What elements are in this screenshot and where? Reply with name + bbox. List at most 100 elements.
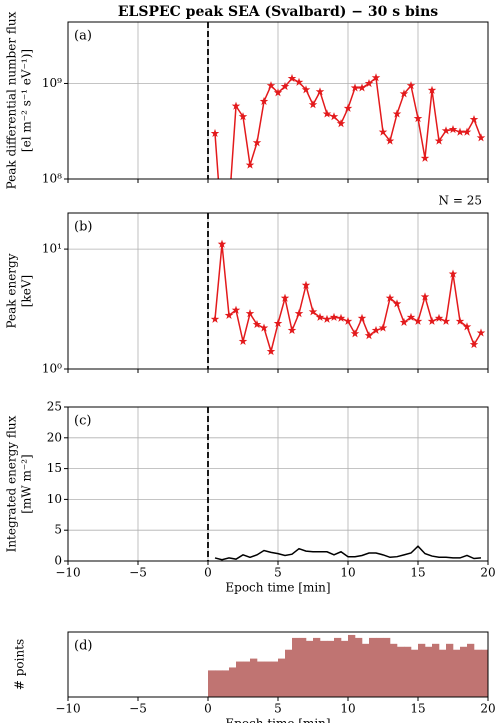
marker [455,127,465,136]
x-tick-label: −10 [55,702,80,716]
marker [378,323,388,332]
marker [329,112,339,121]
marker [224,310,234,320]
marker [210,314,220,323]
line [214,545,482,561]
panel-label: (c) [74,414,91,429]
y-tick-label: 10 [47,492,62,506]
bar [257,661,265,697]
marker [462,127,472,136]
y-tick-label: 5 [54,523,62,537]
marker [245,160,255,169]
bar [376,637,384,697]
bar [222,670,230,697]
bar [481,649,488,697]
marker [231,101,241,110]
y-axis-label: [keV] [20,275,34,307]
x-tick-label: −10 [55,566,80,580]
bar [390,643,398,697]
marker [273,318,283,328]
marker [364,331,374,340]
y-tick-label: 0 [54,554,62,568]
x-tick-label: 10 [340,702,355,716]
x-tick-label: 10 [340,566,355,580]
x-tick-label: 15 [410,566,425,580]
marker [420,153,430,162]
marker [252,320,262,329]
bar [411,649,419,697]
marker [336,313,346,322]
y-tick-label: 25 [47,400,62,414]
marker [434,136,444,145]
marker [266,346,276,356]
x-tick-label: 20 [480,702,495,716]
bar [432,643,440,697]
plot-area [208,634,488,697]
y-tick-label: 10⁰ [42,362,62,376]
y-tick-label: 10¹ [42,242,62,256]
x-tick-label: −5 [129,566,147,580]
marker [371,325,381,334]
marker [280,81,290,91]
x-tick-label: 5 [274,702,282,716]
x-tick-label: 5 [274,566,282,580]
marker [294,309,304,318]
marker [231,305,241,314]
bar [327,640,335,697]
y-tick-label: 10⁹ [42,76,62,90]
bar [285,649,293,697]
marker [476,133,486,142]
marker [343,316,353,325]
marker [252,138,262,147]
y-axis-label: Peak differential number flux [5,11,19,189]
marker [434,313,444,322]
bar [446,643,454,697]
y-axis-label: [mW m⁻²] [20,454,34,513]
bar [474,649,482,697]
marker [308,307,318,316]
y-axis-label: [el m⁻² s⁻¹ eV⁻¹)] [20,49,34,152]
bar [229,667,237,697]
figure-title: ELSPEC peak SEA (Svalbard) − 30 s bins [118,4,438,20]
bar [299,637,307,697]
bar [341,640,349,697]
marker [462,322,472,331]
marker [441,126,451,135]
marker [399,317,409,326]
marker [273,88,283,97]
y-axis-label: Integrated energy flux [5,415,19,552]
marker [448,124,458,134]
marker [469,114,479,124]
marker [364,78,374,88]
panel-label: (a) [74,29,92,44]
x-tick-label: 0 [204,566,212,580]
bar [292,637,300,697]
marker [280,293,290,302]
bar [271,661,279,697]
marker [322,109,332,118]
marker [210,128,220,138]
marker [385,136,395,145]
marker [315,312,325,321]
y-tick-label: 15 [47,461,62,475]
axes-frame [67,631,489,698]
marker [441,316,451,325]
marker [329,312,339,321]
marker [427,85,437,94]
x-axis-label: Epoch time [min] [225,581,330,595]
bar [467,643,475,697]
x-tick-label: 20 [480,566,495,580]
marker [294,77,304,86]
x-axis-label: Epoch time [min] [225,717,330,723]
bar [348,634,356,697]
plot-area [210,73,486,179]
bar [397,646,405,697]
bar [236,661,244,697]
marker [322,314,332,323]
marker [357,313,367,322]
marker [413,316,423,325]
marker [308,100,318,109]
bar [215,670,223,697]
axes-frame [67,21,489,180]
bar [369,637,377,697]
